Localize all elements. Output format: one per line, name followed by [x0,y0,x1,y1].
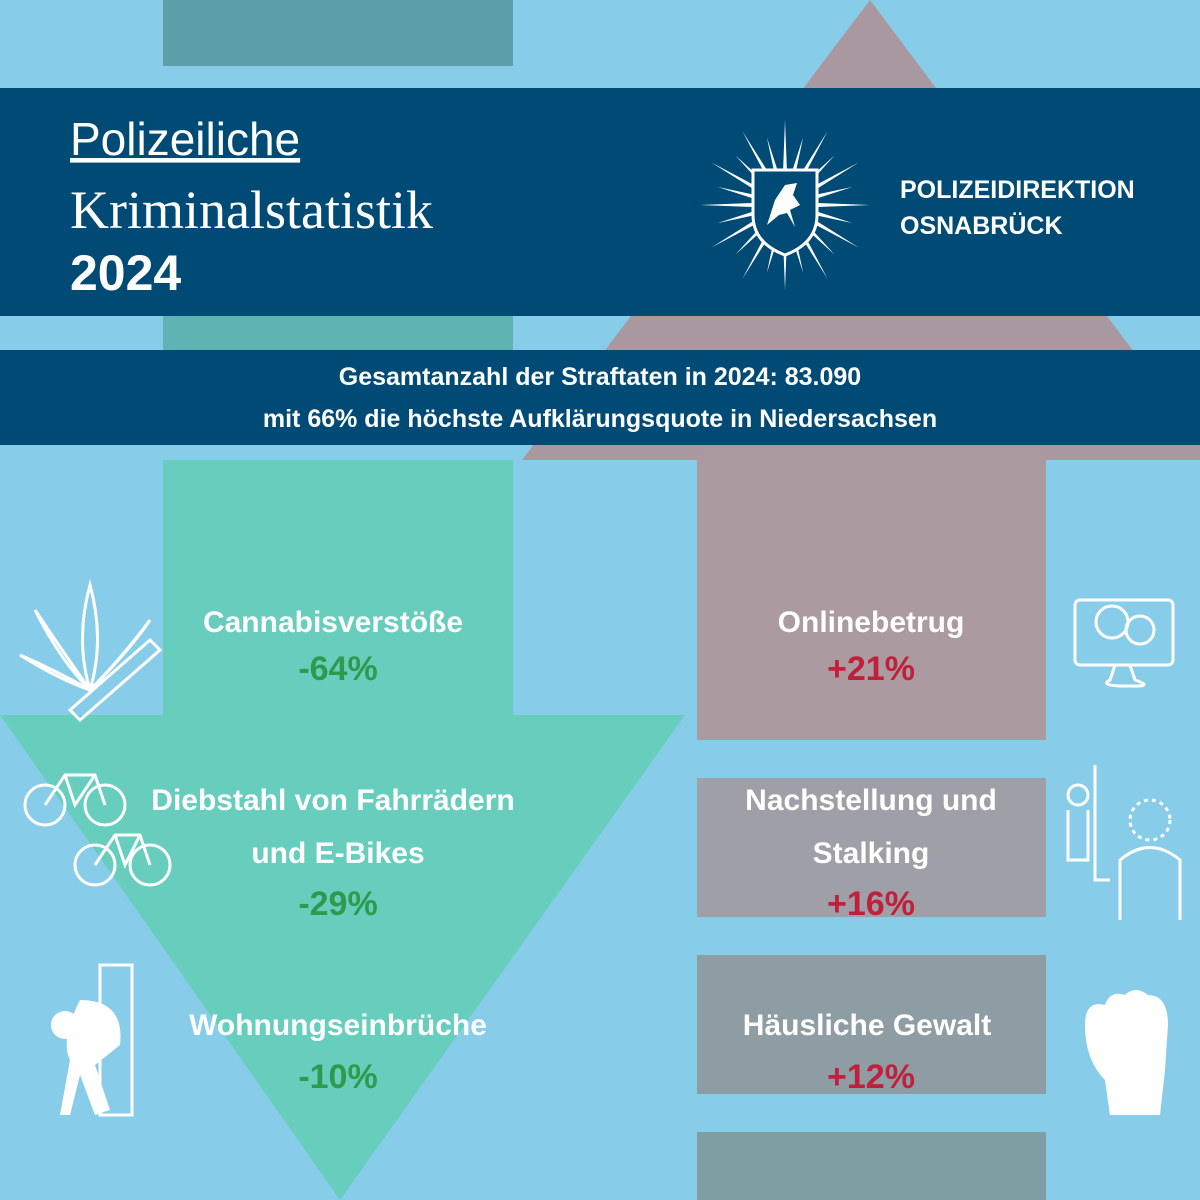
year: 2024 [70,245,181,301]
change: +16% [827,885,915,923]
emblem-ray [700,202,756,208]
online-fraud-icon [1073,598,1175,688]
box [697,955,1046,1094]
change: +12% [827,1058,915,1096]
change: -29% [298,885,377,923]
category-label: Stalking [813,837,930,870]
category-label: Diebstahl von Fahrrädern [151,784,514,817]
organization: POLIZEIDIREKTION [900,176,1135,204]
emblem-ray [711,218,761,248]
box [697,1132,1046,1200]
box [697,778,1046,917]
police-emblem [700,120,870,290]
organization: OSNABRÜCK [900,211,1063,240]
down-arrow-shaft [163,460,513,720]
title: Polizeiliche [70,113,300,165]
emblem-ray [790,137,804,177]
emblem-ray [766,137,780,177]
bicycle-icon [23,773,172,887]
fist-icon [1085,990,1168,1115]
down-arrow-head [0,715,685,1200]
banner-text: Gesamtanzahl der Straftaten in 2024: 83.… [339,363,861,391]
emblem-ray [809,162,859,192]
category-label: und E-Bikes [251,837,424,870]
category-label: Wohnungseinbrüche [189,1009,487,1042]
header-band [0,88,1200,316]
category-label: Häusliche Gewalt [743,1009,991,1042]
emblem-ray [813,210,853,224]
category-label: Onlinebetrug [778,606,965,639]
change: +21% [827,650,915,688]
change: -64% [298,650,377,688]
category-label: Cannabisverstöße [203,606,463,639]
emblem-ray [782,120,788,176]
category-label: Nachstellung und [745,784,997,817]
emblem-ray [717,210,757,224]
stalking-icon [1066,765,1182,920]
emblem-ray [742,131,772,181]
emblem-ray [814,202,870,208]
banner-band [0,350,1200,445]
emblem-ray [717,186,757,200]
banner-text: mit 66% die höchste Aufklärungsquote in … [263,405,937,433]
emblem-ray [809,218,859,248]
emblem-ray [813,186,853,200]
up-arrow-shaft [697,455,1046,740]
cannabis-icon [19,579,163,723]
shaft-top [163,0,513,66]
emblem-ray [798,131,828,181]
emblem-ray [711,162,761,192]
change: -10% [298,1058,377,1096]
title: Kriminalstatistik [70,180,433,240]
burglar-icon [51,963,134,1117]
